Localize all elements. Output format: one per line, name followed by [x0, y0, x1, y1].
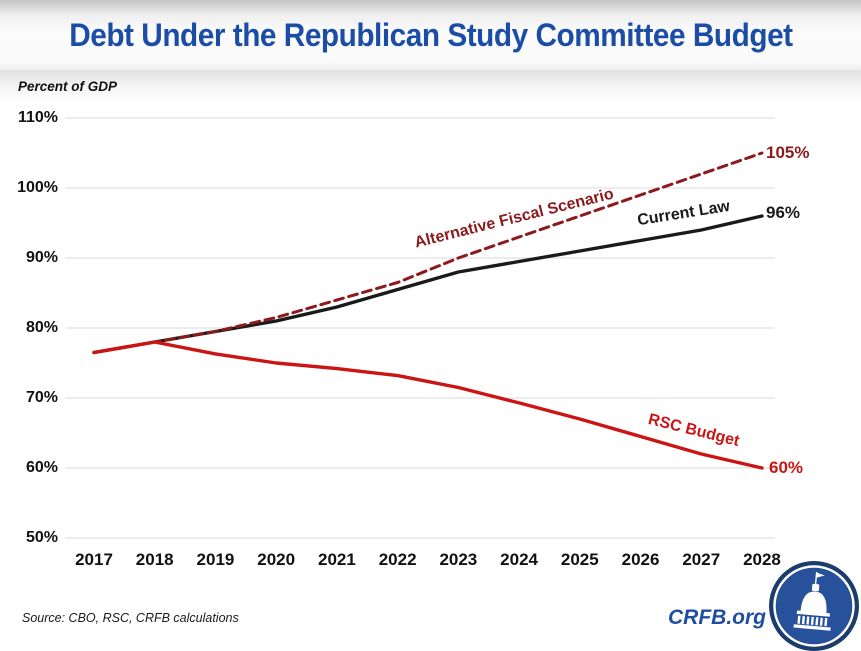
x-axis-tick-label: 2026: [621, 550, 660, 569]
y-axis-tick-label: 70%: [25, 389, 58, 406]
y-axis-title: Percent of GDP: [18, 79, 118, 94]
y-axis-tick-label: 50%: [25, 529, 58, 546]
x-axis-tick-label: 2018: [135, 550, 174, 569]
capitol-dome-glyph: [793, 572, 831, 631]
axis-note-band: [0, 70, 861, 104]
y-axis-tick-label: 110%: [17, 109, 58, 126]
end-value-alternative-fiscal-scenario: 105%: [766, 143, 810, 162]
x-axis-tick-label: 2020: [257, 550, 296, 569]
crfb-org-wordmark: CRFB.org: [668, 606, 766, 629]
x-axis-tick-label: 2022: [378, 550, 417, 569]
x-axis-tick-label: 2027: [682, 550, 721, 569]
capitol-logo-badge: [769, 561, 859, 651]
line-rsc-budget: [92, 340, 764, 470]
chart-title: Debt Under the Republican Study Committe…: [68, 16, 793, 53]
source-note: Source: CBO, RSC, CRFB calculations: [22, 611, 239, 625]
x-axis-tick-label: 2024: [500, 550, 538, 569]
x-axis-tick-label: 2019: [196, 550, 235, 569]
line-current-law: [92, 214, 764, 355]
x-axis-tick-label: 2023: [439, 550, 478, 569]
x-axis-tick-label: 2028: [743, 550, 781, 569]
end-value-rsc-budget: 60%: [769, 458, 804, 477]
capitol-logo-icon: [769, 561, 859, 651]
end-value-current-law: 96%: [766, 203, 801, 222]
y-axis-tick-label: 80%: [25, 319, 58, 336]
line-alternative-fiscal-scenario: [92, 151, 764, 354]
x-axis-tick-label: 2025: [560, 550, 599, 569]
y-axis-tick-label: 60%: [25, 459, 58, 476]
x-axis-tick-label: 2017: [75, 550, 113, 569]
x-axis-tick-label: 2021: [317, 550, 356, 569]
title-bar: Debt Under the Republican Study Committe…: [0, 0, 861, 70]
y-axis-tick-label: 100%: [17, 179, 58, 196]
y-axis-tick-label: 90%: [25, 249, 58, 266]
